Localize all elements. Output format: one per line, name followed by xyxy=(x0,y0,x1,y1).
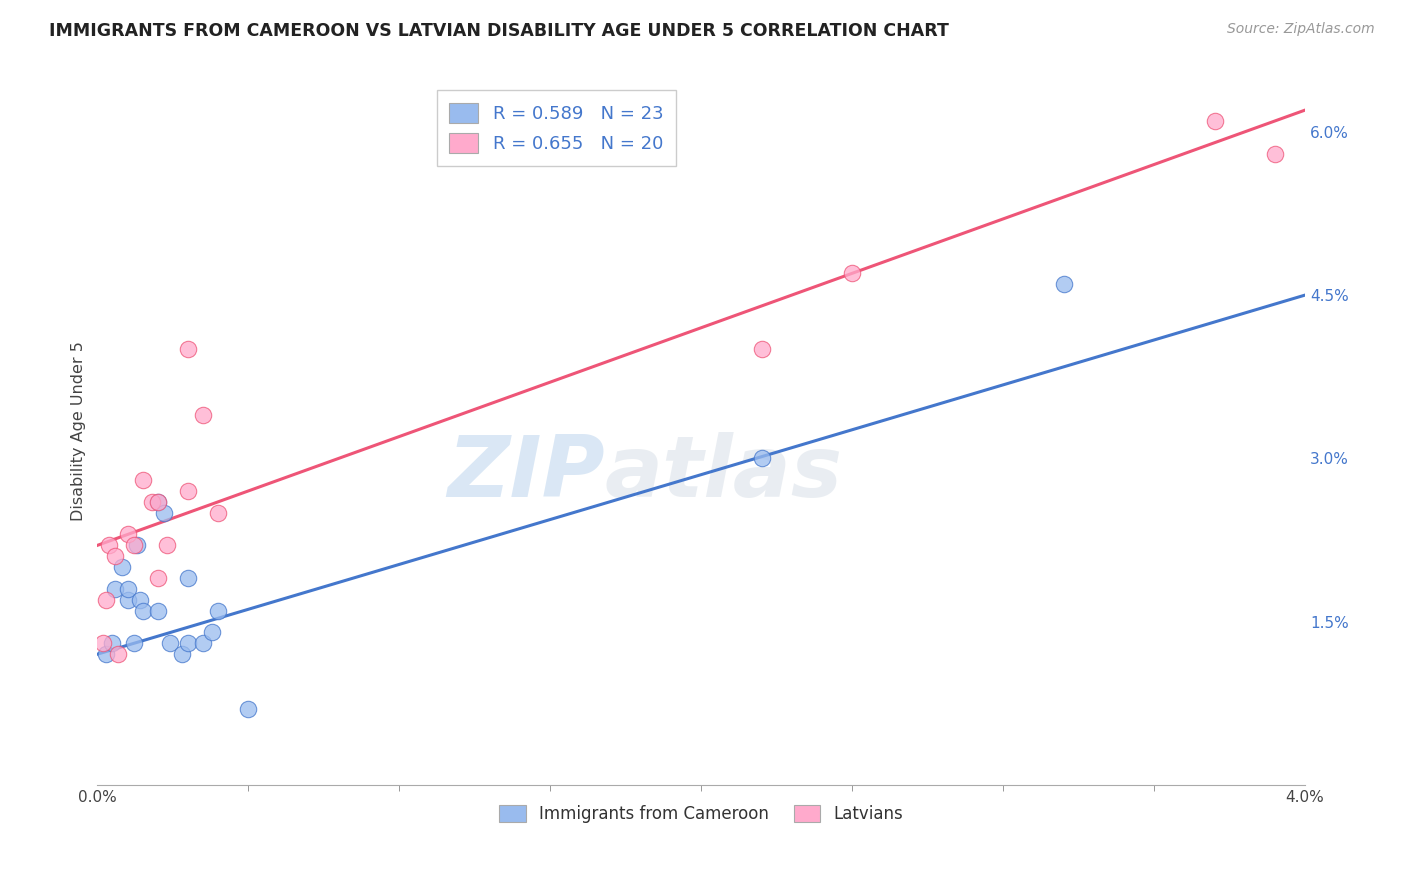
Point xyxy=(238,701,260,715)
Point xyxy=(131,473,153,487)
Point xyxy=(122,538,145,552)
Point xyxy=(110,560,132,574)
Point xyxy=(117,592,139,607)
Point xyxy=(841,266,863,280)
Point xyxy=(146,571,169,585)
Point xyxy=(104,582,127,596)
Point xyxy=(1052,277,1074,292)
Point xyxy=(117,582,139,596)
Legend: Immigrants from Cameroon, Latvians: Immigrants from Cameroon, Latvians xyxy=(492,798,910,830)
Point xyxy=(170,647,193,661)
Point xyxy=(177,343,200,357)
Text: ZIP: ZIP xyxy=(447,432,605,515)
Text: atlas: atlas xyxy=(605,432,842,515)
Point xyxy=(101,636,124,650)
Point xyxy=(207,506,229,520)
Point xyxy=(141,495,163,509)
Point xyxy=(146,495,169,509)
Point xyxy=(177,571,200,585)
Point xyxy=(207,604,229,618)
Point xyxy=(98,538,121,552)
Point xyxy=(125,538,148,552)
Point xyxy=(93,636,115,650)
Point xyxy=(122,636,145,650)
Y-axis label: Disability Age Under 5: Disability Age Under 5 xyxy=(72,341,86,521)
Point xyxy=(96,647,118,661)
Point xyxy=(191,408,214,422)
Point xyxy=(96,592,118,607)
Point xyxy=(191,636,214,650)
Point xyxy=(177,483,200,498)
Point xyxy=(131,604,153,618)
Point xyxy=(1264,146,1286,161)
Point xyxy=(201,625,224,640)
Point xyxy=(159,636,181,650)
Point xyxy=(751,451,773,466)
Point xyxy=(156,538,179,552)
Point xyxy=(1204,114,1226,128)
Point xyxy=(104,549,127,564)
Point xyxy=(146,604,169,618)
Point xyxy=(751,343,773,357)
Text: IMMIGRANTS FROM CAMEROON VS LATVIAN DISABILITY AGE UNDER 5 CORRELATION CHART: IMMIGRANTS FROM CAMEROON VS LATVIAN DISA… xyxy=(49,22,949,40)
Point xyxy=(177,636,200,650)
Point xyxy=(107,647,129,661)
Point xyxy=(128,592,150,607)
Text: Source: ZipAtlas.com: Source: ZipAtlas.com xyxy=(1227,22,1375,37)
Point xyxy=(152,506,174,520)
Point xyxy=(146,495,169,509)
Point xyxy=(117,527,139,541)
